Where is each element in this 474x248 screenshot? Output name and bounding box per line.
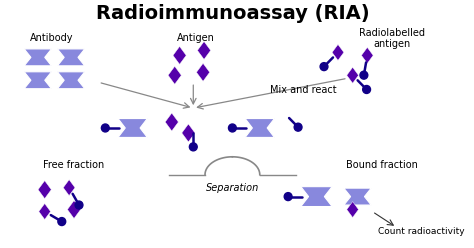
Polygon shape <box>118 119 147 137</box>
Polygon shape <box>39 204 51 219</box>
Circle shape <box>228 124 237 132</box>
Text: Mix and react: Mix and react <box>271 85 337 95</box>
Polygon shape <box>362 47 373 63</box>
Text: Antigen: Antigen <box>177 33 215 43</box>
Polygon shape <box>57 49 85 66</box>
Polygon shape <box>182 124 195 142</box>
Polygon shape <box>245 119 274 137</box>
Polygon shape <box>57 72 85 89</box>
Polygon shape <box>347 202 358 217</box>
Circle shape <box>360 71 368 79</box>
Circle shape <box>320 63 328 71</box>
Text: Separation: Separation <box>206 183 259 193</box>
Polygon shape <box>196 63 210 81</box>
Circle shape <box>294 123 302 131</box>
Polygon shape <box>165 113 178 131</box>
Circle shape <box>190 143 197 151</box>
Polygon shape <box>168 66 182 84</box>
Circle shape <box>363 86 371 93</box>
Polygon shape <box>173 46 186 64</box>
Text: Bound fraction: Bound fraction <box>346 160 418 170</box>
Polygon shape <box>198 41 210 59</box>
Text: Free fraction: Free fraction <box>44 160 105 170</box>
Polygon shape <box>344 188 371 205</box>
Polygon shape <box>67 201 81 218</box>
Polygon shape <box>24 72 52 89</box>
Polygon shape <box>24 49 52 66</box>
Polygon shape <box>332 44 344 60</box>
Circle shape <box>284 193 292 201</box>
Circle shape <box>58 217 66 225</box>
Text: Radioimmunoassay (RIA): Radioimmunoassay (RIA) <box>96 4 369 23</box>
Text: Radiolabelled
antigen: Radiolabelled antigen <box>359 28 425 49</box>
Text: Antibody: Antibody <box>30 33 73 43</box>
Polygon shape <box>347 67 358 83</box>
Circle shape <box>101 124 109 132</box>
Polygon shape <box>301 187 332 207</box>
Polygon shape <box>63 180 75 196</box>
Polygon shape <box>38 181 51 199</box>
Circle shape <box>75 201 83 209</box>
Text: Count radioactivity: Count radioactivity <box>378 227 465 236</box>
